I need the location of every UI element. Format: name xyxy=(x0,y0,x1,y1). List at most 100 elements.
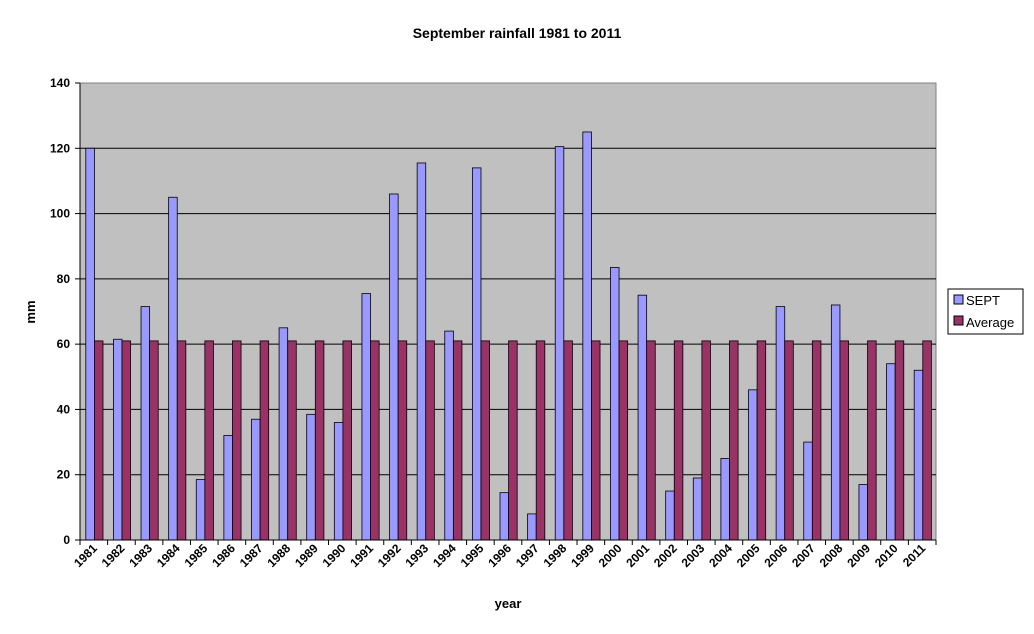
x-tick-label: 1990 xyxy=(320,541,349,570)
bar-sept-1993 xyxy=(416,162,427,541)
y-tick-label: 20 xyxy=(57,468,71,482)
bar-sept-1984 xyxy=(168,196,178,541)
bar-average-1983 xyxy=(149,340,159,541)
legend-label-average: Average xyxy=(966,315,1014,330)
bar-sept-1992 xyxy=(389,193,399,541)
chart-title: September rainfall 1981 to 2011 xyxy=(413,25,622,41)
bar-average-1982 xyxy=(121,340,132,541)
y-tick-label: 40 xyxy=(57,402,71,416)
bar-average-2002 xyxy=(673,340,684,541)
axes xyxy=(75,82,937,545)
bar-average-2000 xyxy=(618,340,629,541)
bar-sept-2004 xyxy=(720,457,730,541)
x-tick-labels: 1981198219831984198519861987198819891990… xyxy=(71,541,928,570)
x-tick-label: 1999 xyxy=(568,541,597,570)
bar-average-2008 xyxy=(839,340,849,541)
bar-sept-2006 xyxy=(775,306,786,541)
x-axis-label: year xyxy=(495,596,522,611)
bar-average-2006 xyxy=(784,340,794,541)
bar-average-2011 xyxy=(922,340,932,541)
bar-average-1993 xyxy=(425,340,435,541)
bar-average-1998 xyxy=(563,340,573,541)
bar-sept-2008 xyxy=(830,304,841,541)
x-tick-label: 2001 xyxy=(623,541,652,570)
bar-average-1996 xyxy=(508,340,518,541)
x-tick-label: 2006 xyxy=(761,541,790,570)
bar-sept-1989 xyxy=(306,413,316,541)
bar-average-1989 xyxy=(314,340,325,541)
bar-sept-1988 xyxy=(278,327,289,541)
legend: SEPT Average xyxy=(947,288,1024,335)
bar-average-2004 xyxy=(729,340,739,541)
x-tick-label: 1997 xyxy=(513,541,542,570)
bar-sept-1995 xyxy=(471,167,482,541)
y-tick-labels: 0 20 40 60 80 100 120 140 xyxy=(50,76,70,547)
bar-average-2005 xyxy=(756,340,767,541)
y-tick-label: 140 xyxy=(50,76,70,90)
bar-sept-2001 xyxy=(637,294,648,541)
bar-average-1986 xyxy=(232,340,242,541)
bars-group xyxy=(85,131,932,541)
bar-sept-1996 xyxy=(499,492,509,541)
y-axis-label: mm xyxy=(23,300,38,323)
bar-average-1997 xyxy=(535,340,546,541)
x-tick-label: 2009 xyxy=(844,541,873,570)
bar-sept-2002 xyxy=(665,490,675,541)
bar-sept-1983 xyxy=(140,306,151,541)
x-tick-label: 1985 xyxy=(182,541,211,570)
x-tick-label: 1982 xyxy=(99,541,128,570)
x-tick-label: 1988 xyxy=(264,541,293,570)
x-tick-label: 1993 xyxy=(403,541,432,570)
bar-average-1988 xyxy=(287,340,297,541)
bar-sept-2003 xyxy=(692,477,703,541)
y-tick-label: 100 xyxy=(50,207,70,221)
bar-sept-1986 xyxy=(223,435,233,541)
bar-average-1995 xyxy=(480,340,490,541)
x-tick-label: 2010 xyxy=(872,541,901,570)
bar-sept-1997 xyxy=(527,513,537,541)
x-tick-label: 2008 xyxy=(817,541,846,570)
x-tick-label: 1984 xyxy=(154,541,183,570)
bar-average-1999 xyxy=(591,340,601,541)
bar-sept-2007 xyxy=(803,441,813,541)
y-tick-label: 80 xyxy=(57,272,71,286)
x-tick-label: 2000 xyxy=(596,541,625,570)
bar-average-1985 xyxy=(204,340,214,541)
x-tick-label: 1986 xyxy=(209,541,238,570)
bar-sept-1998 xyxy=(554,146,565,541)
y-tick-label: 120 xyxy=(50,141,70,155)
bar-average-1987 xyxy=(259,340,270,541)
x-tick-label: 2005 xyxy=(734,541,763,570)
legend-swatch-sept xyxy=(953,294,964,305)
x-tick-label: 2002 xyxy=(651,541,680,570)
x-tick-label: 1994 xyxy=(430,541,459,570)
x-tick-label: 1998 xyxy=(541,541,570,570)
y-tick-label: 0 xyxy=(63,533,70,547)
legend-swatch-average xyxy=(953,315,964,326)
x-tick-label: 2011 xyxy=(900,541,929,570)
bar-average-2001 xyxy=(646,340,656,541)
x-tick-label: 1991 xyxy=(347,541,376,570)
bar-average-2007 xyxy=(811,340,822,541)
bar-average-1991 xyxy=(370,340,380,541)
bar-sept-1990 xyxy=(333,422,344,541)
bar-average-2010 xyxy=(894,340,905,541)
bar-sept-1999 xyxy=(582,131,592,541)
x-tick-label: 1995 xyxy=(458,541,487,570)
bar-sept-1994 xyxy=(444,330,454,541)
bar-sept-1987 xyxy=(251,418,261,541)
bar-sept-1982 xyxy=(113,338,123,541)
bar-average-1994 xyxy=(452,340,463,541)
x-tick-label: 1983 xyxy=(126,541,155,570)
x-tick-label: 2004 xyxy=(706,541,735,570)
bar-sept-2000 xyxy=(610,267,620,541)
bar-sept-2011 xyxy=(913,369,924,541)
x-tick-label: 1987 xyxy=(237,541,266,570)
bar-average-1981 xyxy=(94,340,104,541)
x-tick-label: 1992 xyxy=(375,541,404,570)
bar-average-1992 xyxy=(397,340,408,541)
bar-sept-1981 xyxy=(85,147,95,541)
bar-average-1984 xyxy=(176,340,187,541)
bar-sept-2005 xyxy=(748,389,758,541)
